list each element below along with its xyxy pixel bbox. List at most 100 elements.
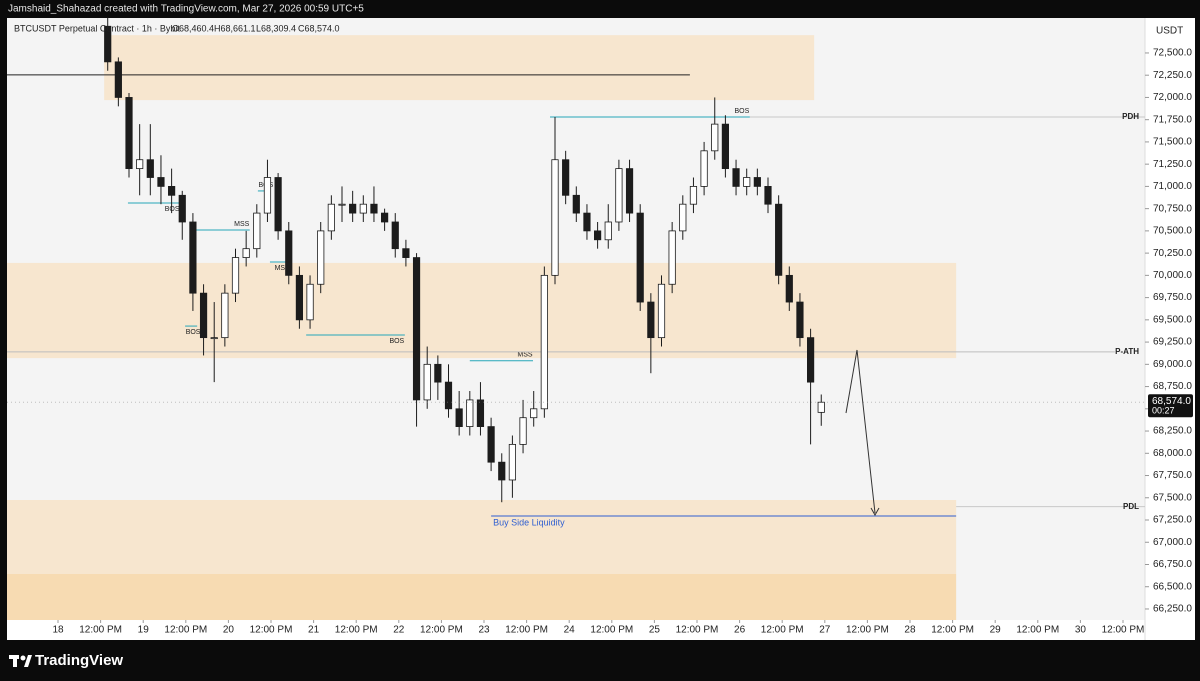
candle-body <box>796 301 804 339</box>
level-label: BOS <box>186 329 201 336</box>
candle-body <box>519 417 527 445</box>
candle-body <box>604 221 612 241</box>
candle-body <box>764 186 772 205</box>
ohlc-high: H68,661.1 <box>214 23 256 33</box>
y-tick-label: 67,000.0 <box>1153 537 1192 548</box>
y-tick-label: 69,500.0 <box>1153 314 1192 325</box>
brand: TradingView <box>35 652 123 669</box>
candle-body <box>498 461 506 481</box>
level-label: P-ATH <box>1115 347 1139 356</box>
candle-body <box>657 283 666 339</box>
arrow-head <box>870 507 880 517</box>
x-tick-label: 12:00 PM <box>761 625 804 636</box>
price-axis <box>1145 18 1195 640</box>
x-tick-label: 23 <box>478 625 490 636</box>
countdown: 00:27 <box>1152 406 1175 416</box>
brand-logo: TradingView <box>9 652 123 669</box>
y-tick-label: 66,250.0 <box>1153 604 1192 615</box>
x-tick-label: 12:00 PM <box>846 625 889 636</box>
y-tick-label: 72,250.0 <box>1153 70 1192 81</box>
level-label: MSS <box>275 265 291 272</box>
candle-body <box>455 408 463 427</box>
currency: USDT <box>1156 26 1183 37</box>
x-tick-label: 30 <box>1075 625 1087 636</box>
x-tick-label: 12:00 PM <box>420 625 463 636</box>
candle-body <box>221 292 229 339</box>
x-tick-label: 12:00 PM <box>505 625 548 636</box>
candle-body <box>466 399 474 427</box>
candle-body <box>285 230 293 276</box>
y-tick-label: 70,000.0 <box>1153 270 1192 281</box>
candle-body <box>104 25 112 63</box>
candle-body <box>711 123 719 152</box>
y-tick-label: 70,250.0 <box>1153 248 1192 259</box>
y-tick-label: 69,000.0 <box>1153 359 1192 370</box>
x-tick-label: 12:00 PM <box>1102 625 1145 636</box>
y-tick-label: 71,750.0 <box>1153 114 1192 125</box>
x-tick-label: 18 <box>52 625 64 636</box>
candle-body <box>679 203 687 232</box>
level-label: BOS <box>165 206 180 213</box>
level-label: PDH <box>1122 112 1139 121</box>
candle-body <box>412 257 421 401</box>
x-tick-label: 29 <box>990 625 1002 636</box>
x-tick-label: 12:00 PM <box>590 625 633 636</box>
level-label: MSS <box>517 352 533 359</box>
zone <box>7 574 957 620</box>
projection-path <box>845 349 876 514</box>
candle-body <box>359 203 367 214</box>
x-tick-label: 26 <box>734 625 746 636</box>
candle-body <box>689 186 698 205</box>
level-label: Buy Side Liquidity <box>493 517 565 527</box>
candle-body <box>306 283 314 321</box>
candle-body <box>157 177 165 187</box>
x-tick-label: 25 <box>649 625 661 636</box>
candle-body <box>785 274 793 303</box>
level-label: BOS <box>389 338 404 345</box>
candle-body <box>807 337 815 383</box>
logo-stem <box>13 655 17 667</box>
candle-body <box>625 168 634 214</box>
level-label: BOS <box>734 108 749 115</box>
candle-body <box>583 212 591 232</box>
x-tick-label: 12:00 PM <box>79 625 122 636</box>
y-tick-label: 72,500.0 <box>1153 48 1192 59</box>
y-tick-label: 68,000.0 <box>1153 448 1192 459</box>
candle-body <box>295 274 304 321</box>
candle-body <box>168 186 176 196</box>
candle-body <box>242 248 250 258</box>
time-axis <box>7 620 1145 640</box>
candle-body <box>487 426 495 463</box>
candle-body <box>594 230 602 241</box>
candle-body <box>349 203 357 214</box>
candle-body <box>327 203 335 232</box>
level-label: MSS <box>234 221 250 228</box>
ohlc-close: C68,574.0 <box>298 23 340 33</box>
y-tick-label: 68,250.0 <box>1153 426 1192 437</box>
candle-body <box>338 203 346 206</box>
y-tick-label: 67,750.0 <box>1153 470 1192 481</box>
candle-body <box>753 177 761 187</box>
ohlc-open: O68,460.4 <box>172 23 214 33</box>
candle-body <box>391 221 399 250</box>
candle-body <box>146 159 154 178</box>
x-tick-label: 21 <box>308 625 320 636</box>
candle-body <box>402 248 410 258</box>
y-tick-label: 70,500.0 <box>1153 226 1192 237</box>
candle-body <box>615 168 623 223</box>
candle-body <box>381 212 389 223</box>
x-tick-label: 22 <box>393 625 405 636</box>
candle-body <box>178 194 186 223</box>
candle-body <box>317 230 325 285</box>
y-tick-label: 71,000.0 <box>1153 181 1192 192</box>
zone <box>7 499 957 575</box>
y-tick-label: 67,250.0 <box>1153 515 1192 526</box>
y-tick-label: 68,750.0 <box>1153 381 1192 392</box>
symbol: BTCUSDT Perpetual Contract · 1h · Bybit <box>14 23 180 33</box>
candle-body <box>444 381 453 410</box>
candle-body <box>530 408 538 419</box>
candle-body <box>253 212 261 250</box>
